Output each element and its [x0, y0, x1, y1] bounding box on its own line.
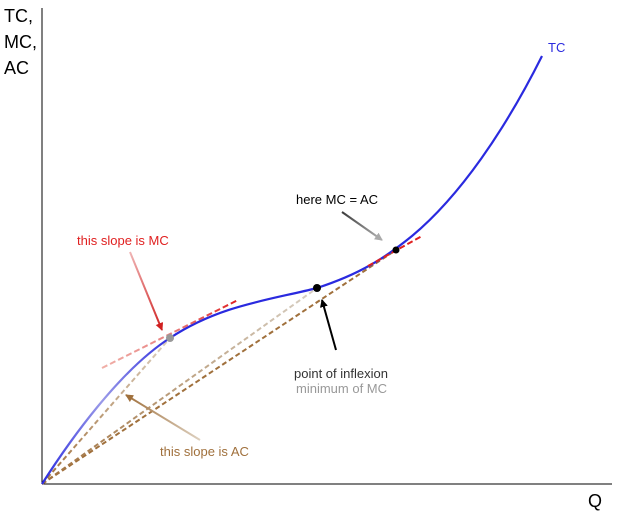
tangency-point — [166, 334, 174, 342]
y-axis-label-line-1: TC, — [4, 6, 33, 26]
tc-curve — [41, 55, 543, 485]
y-axis-label-line-2: MC, — [4, 32, 37, 52]
y-axis-label-line-3: AC — [4, 58, 29, 78]
mc-slope-annotation: this slope is MC — [77, 233, 169, 248]
inflexion-point — [313, 284, 321, 292]
ac-ray-to-mc-equals-ac — [41, 249, 397, 485]
minimum-mc-annotation: minimum of MC — [296, 381, 387, 396]
x-axis-label: Q — [588, 491, 602, 511]
mc-equals-ac-annotation: here MC = AC — [296, 192, 378, 207]
tc-curve-label: TC — [548, 40, 565, 55]
inflexion-projection-line — [41, 287, 318, 485]
ac-ray-to-tangency — [41, 337, 171, 485]
inflexion-annotation: point of inflexion — [294, 366, 388, 381]
ac-slope-arrow — [125, 394, 201, 441]
mc-equals-ac-point — [392, 246, 400, 254]
ac-slope-annotation: this slope is AC — [160, 444, 249, 459]
inflexion-arrow — [320, 299, 337, 351]
mc-slope-arrow — [129, 251, 164, 331]
mc-equals-ac-arrow — [341, 211, 383, 241]
